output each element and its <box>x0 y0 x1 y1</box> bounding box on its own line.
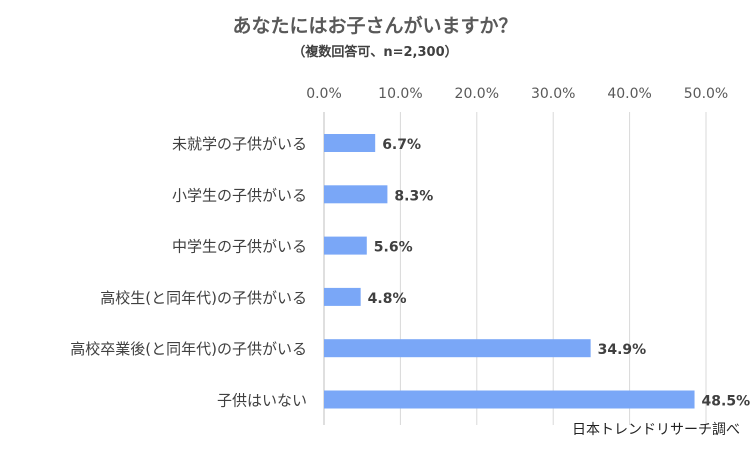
category-label: 子供はいない <box>217 392 307 410</box>
chart-subtitle: （複数回答可、n=2,300） <box>292 45 458 60</box>
x-tick-label: 0.0% <box>306 86 342 102</box>
category-label: 高校生(と同年代)の子供がいる <box>100 289 307 307</box>
source-note: 日本トレンドリサーチ調べ <box>572 422 740 438</box>
category-label: 中学生の子供がいる <box>172 238 307 256</box>
bar <box>324 390 695 409</box>
chart-title: あなたにはお子さんがいますか？ <box>232 15 518 37</box>
data-label: 48.5% <box>702 394 750 410</box>
bar <box>324 185 388 204</box>
x-tick-label: 50.0% <box>684 86 728 102</box>
bar <box>324 236 367 255</box>
x-tick-label: 30.0% <box>531 86 575 102</box>
x-tick-label: 40.0% <box>607 86 651 102</box>
x-tick-label: 20.0% <box>455 86 499 102</box>
data-label: 34.9% <box>598 342 647 358</box>
bar <box>324 134 376 152</box>
data-label: 8.3% <box>394 188 433 204</box>
category-label: 小学生の子供がいる <box>172 186 307 204</box>
category-label: 高校卒業後(と同年代)の子供がいる <box>70 340 307 358</box>
category-label: 未就学の子供がいる <box>172 135 307 153</box>
data-label: 4.8% <box>368 291 407 307</box>
bar <box>324 339 591 358</box>
data-label: 6.7% <box>382 137 421 153</box>
x-tick-label: 10.0% <box>378 86 422 102</box>
data-label: 5.6% <box>374 240 413 256</box>
bar <box>324 287 361 306</box>
